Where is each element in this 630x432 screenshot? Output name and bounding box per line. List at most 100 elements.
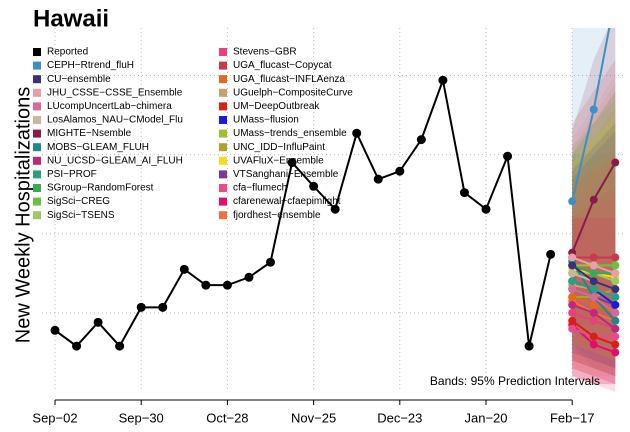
legend-swatch [33,48,41,56]
legend-label: fjordhest−ensemble [233,210,321,221]
prediction-band [572,115,616,361]
data-point [568,277,577,286]
legend-label: Reported [47,47,88,58]
legend-swatch [33,129,41,138]
x-tick-label: Feb−17 [550,410,594,425]
data-point [611,253,620,262]
legend-swatch [219,156,227,165]
legend-swatch [219,170,227,179]
legend-swatch [219,88,227,97]
x-tick-label: Sep−30 [119,410,164,425]
legend-label: MOBS−GLEAM_FLUH [47,142,149,153]
data-point [568,308,577,317]
data-point [589,261,598,270]
chart-title: Hawaii [33,5,109,32]
y-axis-label: New Weekly Hospitalizations [12,87,34,343]
legend-swatch [33,88,41,97]
legend-label: LUcompUncertLab−chimera [47,101,172,112]
data-point [589,253,598,262]
legend-swatch [33,197,41,206]
legend-swatch [219,143,227,152]
data-point [568,261,577,270]
legend-label: cfarenewal−cfaepimlight [233,196,341,207]
data-point [524,341,534,351]
data-point [611,300,620,309]
data-point [611,340,620,349]
data-point [158,302,168,312]
data-point [416,135,426,145]
prediction-band [572,28,616,329]
data-point [611,332,620,341]
legend-label: VTSanghani−Ensemble [233,169,339,180]
data-point [611,277,620,286]
data-point [568,197,577,206]
legend-label: PSI−PROF [47,169,97,180]
legend-swatch [219,75,227,84]
prediction-band [572,122,616,377]
legend-swatch [33,184,41,192]
data-point [589,277,598,286]
annotation: Bands: 95% Prediction Intervals [430,374,600,388]
legend-label: SigSci−CREG [47,196,110,207]
data-point [568,269,577,278]
legend-swatch [33,170,41,179]
legend-swatch [219,197,227,206]
data-point [568,300,577,309]
data-point [179,264,189,274]
data-point [115,341,125,351]
data-point [611,269,620,278]
x-tick-label: Jan−20 [464,410,507,425]
legend-label: MIGHTE−Nsemble [47,128,132,139]
data-point [568,316,577,325]
data-point [568,293,577,302]
overlay: Sep−02 Sep−30 Oct−28 Nov−25 Dec−23 Jan−20 Feb−… [32,47,600,426]
data-point [287,158,297,168]
legend-label: UGA_flucast−Copycat [233,60,332,71]
legend-swatch [33,61,41,70]
plot-area [42,28,625,392]
data-point [222,280,232,290]
data-point [330,204,340,214]
data-point [611,324,620,333]
data-point [589,269,598,278]
legend-swatch [219,102,227,111]
data-point [589,105,598,114]
data-point [589,195,598,204]
data-point [136,302,146,312]
legend-label: UNC_IDD−InfluPaint [233,142,325,153]
data-point [266,257,275,267]
legend-label: cfa−flumech [233,183,287,194]
data-point [589,285,598,294]
data-point [589,316,598,325]
legend-label: UGA_flucast−INFLAenza [233,74,345,85]
legend-label: UMass−flusion [233,115,299,126]
data-point [568,285,577,294]
x-tick-label: Nov−25 [291,410,336,425]
data-point [438,75,448,85]
x-tick-label: Oct−28 [206,410,248,425]
legend-swatch [33,116,41,124]
series-line [54,76,552,348]
data-point [568,253,577,262]
legend-swatch [219,116,227,124]
legend-swatch [33,75,41,84]
legend-label: CU−ensemble [47,74,111,85]
legend-label: Stevens−GBR [233,47,297,58]
legend-label: NU_UCSD−GLEAM_AI_FLUH [47,155,183,166]
data-point [352,128,362,138]
legend-swatch [219,61,227,70]
x-tick-label: Dec−23 [377,410,422,425]
data-point [611,348,620,357]
data-point [503,151,513,161]
legend-swatch [33,102,41,111]
legend-label: CEPH−Rtrend_fluH [47,60,134,71]
data-point [611,261,620,270]
data-point [395,166,405,176]
x-tick-label: Sep−02 [32,410,77,425]
data-point [611,293,620,302]
prediction-band [572,99,616,353]
data-point [93,317,103,327]
data-point [568,324,577,333]
legend-label: LosAlamos_NAU−CModel_Flu [47,115,183,126]
